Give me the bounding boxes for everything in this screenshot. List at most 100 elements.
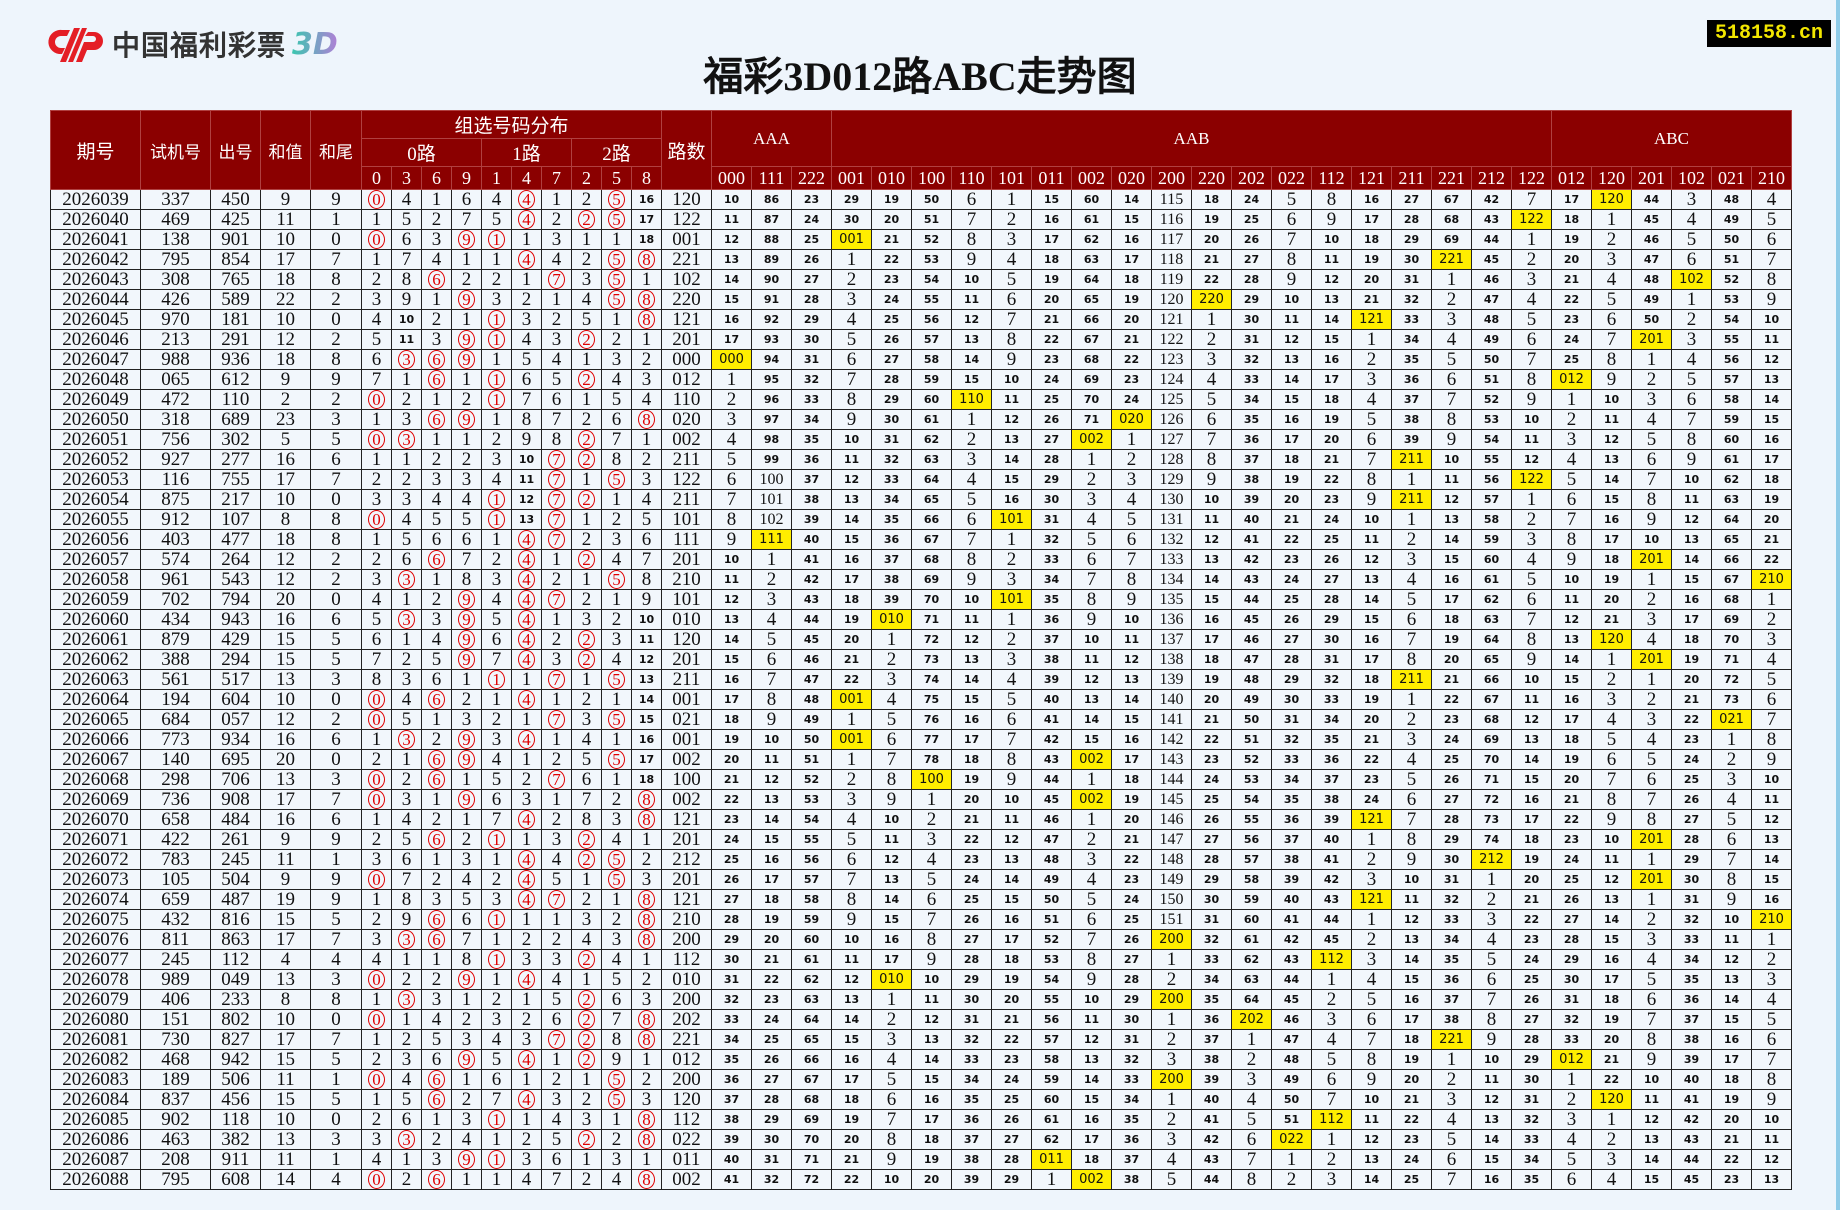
trend-miss-020: 29: [1111, 989, 1152, 1010]
trend-miss-222: 34: [791, 409, 832, 430]
trend-miss-002: 14: [1071, 709, 1112, 730]
trend-miss-100: 58: [911, 349, 952, 370]
trend-miss-022: 2: [1271, 1169, 1312, 1190]
trend-hit-110: 110: [951, 389, 992, 410]
hit-circle: 4: [518, 250, 535, 269]
trend-miss-200: 141: [1151, 709, 1192, 730]
hit-circle: 2: [578, 650, 595, 669]
dist-hit-8: 8: [631, 249, 662, 270]
trend-miss-012: 25: [1551, 349, 1592, 370]
hit-circle: 3: [398, 990, 415, 1009]
tail-cell: 3: [310, 969, 362, 990]
dist-miss-4: 1: [511, 229, 542, 250]
trend-miss-101: 14: [991, 449, 1032, 470]
dist-miss-8: 4: [631, 489, 662, 510]
dist-miss-3: 1: [391, 749, 422, 770]
trend-miss-110: 22: [951, 829, 992, 850]
road-type-cell: 002: [661, 749, 712, 770]
trend-miss-022: 10: [1271, 289, 1312, 310]
header-pattern-210: 210: [1751, 166, 1792, 190]
dist-hit-6: 6: [421, 349, 452, 370]
tail-cell: 3: [310, 1129, 362, 1150]
trend-miss-212: 10: [1471, 1049, 1512, 1070]
hit-circle: 8: [638, 410, 655, 429]
trend-miss-222: 49: [791, 709, 832, 730]
trend-miss-000: 13: [711, 249, 752, 270]
trend-miss-120: 2: [1591, 1129, 1632, 1150]
trend-hit-001: 001: [831, 229, 872, 250]
trend-miss-110: 29: [951, 969, 992, 990]
trend-miss-002: 15: [1071, 729, 1112, 750]
trend-miss-001: 21: [831, 649, 872, 670]
trend-miss-211: 5: [1391, 589, 1432, 610]
trend-miss-100: 74: [911, 669, 952, 690]
trial-cell: 988: [140, 349, 211, 370]
hit-circle: 5: [608, 470, 625, 489]
road-type-cell: 121: [661, 309, 712, 330]
tail-cell: 7: [310, 789, 362, 810]
dist-hit-0: 0: [361, 969, 392, 990]
trend-miss-100: 54: [911, 269, 952, 290]
trend-miss-011: 51: [1031, 909, 1072, 930]
trend-miss-220: 22: [1191, 729, 1232, 750]
dist-miss-2: 2: [571, 589, 602, 610]
dist-hit-4: 4: [511, 529, 542, 550]
trend-miss-200: 120: [1151, 289, 1192, 310]
dist-miss-3: 1: [391, 1149, 422, 1170]
trend-miss-112: 6: [1311, 1069, 1352, 1090]
trend-miss-122: 25: [1511, 969, 1552, 990]
trend-miss-210: 7: [1751, 249, 1792, 270]
trend-hit-101: 101: [991, 589, 1032, 610]
trend-miss-022: 17: [1271, 429, 1312, 450]
trend-miss-010: 10: [871, 809, 912, 830]
dist-miss-6: 3: [421, 1149, 452, 1170]
trend-miss-220: 33: [1191, 949, 1232, 970]
period-cell: 2026057: [50, 549, 141, 570]
trend-miss-222: 66: [791, 1049, 832, 1070]
trend-miss-222: 25: [791, 229, 832, 250]
trend-miss-212: 16: [1471, 1169, 1512, 1190]
dist-miss-8: 2: [631, 1069, 662, 1090]
trend-miss-021: 54: [1711, 309, 1752, 330]
trend-miss-022: 29: [1271, 669, 1312, 690]
dist-miss-6: 4: [421, 489, 452, 510]
trend-miss-100: 55: [911, 289, 952, 310]
header-period: 期号: [50, 110, 141, 190]
draw-cell: 450: [210, 189, 261, 210]
trial-cell: 902: [140, 1109, 211, 1130]
trend-miss-020: 28: [1111, 969, 1152, 990]
trend-miss-012: 23: [1551, 829, 1592, 850]
trend-miss-221: 2: [1431, 1069, 1472, 1090]
table-row: 2026062 388 294 15 5 7 2 5 9 7 4 3 2 4 12 201 15 6 46 21 2 73…: [50, 649, 1792, 670]
trend-miss-022: 18: [1271, 449, 1312, 470]
hit-circle: 0: [368, 1170, 385, 1189]
trend-miss-112: 35: [1311, 729, 1352, 750]
trend-miss-212: 55: [1471, 449, 1512, 470]
dist-hit-2: 2: [571, 849, 602, 870]
dist-hit-1: 1: [481, 669, 512, 690]
site-badge[interactable]: 518158.cn: [1707, 20, 1832, 47]
trend-miss-102: 4: [1671, 349, 1712, 370]
dist-miss-6: 2: [421, 209, 452, 230]
trend-miss-000: 36: [711, 1069, 752, 1090]
table-row: 2026073 105 504 9 9 0 7 2 4 2 4 5 1 5 3 201 26 17 57 7 13 5 24…: [50, 869, 1792, 890]
trend-miss-122: 15: [1511, 769, 1552, 790]
trend-miss-201: 6: [1631, 449, 1672, 470]
road-type-cell: 112: [661, 1109, 712, 1130]
hit-circle: 8: [638, 930, 655, 949]
trend-miss-211: 2: [1391, 529, 1432, 550]
trial-cell: 138: [140, 229, 211, 250]
hit-circle: 0: [368, 970, 385, 989]
trend-miss-101: 4: [991, 249, 1032, 270]
hit-circle: 2: [578, 490, 595, 509]
trend-miss-221: 18: [1431, 609, 1472, 630]
trend-miss-101: 1: [991, 189, 1032, 210]
trend-miss-220: 35: [1191, 989, 1232, 1010]
road-type-cell: 121: [661, 889, 712, 910]
trend-miss-001: 10: [831, 429, 872, 450]
trend-miss-012: 3: [1551, 429, 1592, 450]
trend-miss-002: 4: [1071, 869, 1112, 890]
trend-miss-200: 2: [1151, 1029, 1192, 1050]
dist-hit-9: 9: [451, 409, 482, 430]
dist-miss-3: 9: [391, 289, 422, 310]
